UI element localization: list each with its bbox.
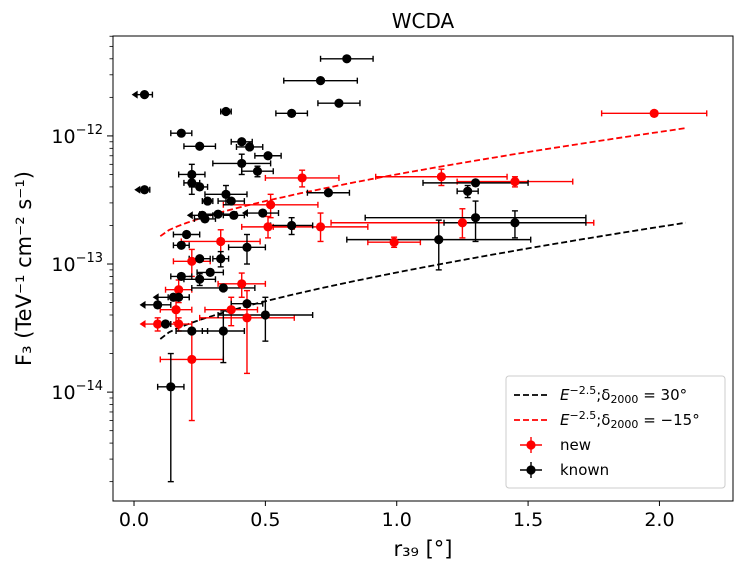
new-point <box>649 108 659 118</box>
known-point <box>245 142 255 152</box>
known-point <box>470 178 481 188</box>
new-point <box>237 279 247 289</box>
known-point <box>237 158 247 169</box>
known-point <box>218 283 228 293</box>
y-tick-label: 10−13 <box>51 251 103 276</box>
new-limit-arrow <box>139 320 146 329</box>
known-point <box>160 319 171 329</box>
known-point <box>342 54 352 64</box>
known-point <box>216 254 226 264</box>
known-limit-arrow <box>134 185 141 194</box>
new-point <box>389 237 399 247</box>
legend-label: E−2.5;δ2000 = −15° <box>560 409 700 431</box>
known-point <box>463 186 473 196</box>
legend: E−2.5;δ2000 = 30° E−2.5;δ2000 = −15° new kn… <box>505 375 726 489</box>
known-point <box>229 210 239 220</box>
known-point <box>176 271 186 282</box>
legend-label: new <box>560 436 591 454</box>
known-limit-arrow <box>131 90 138 99</box>
known-point <box>260 310 270 320</box>
new-point <box>226 305 236 315</box>
known-point <box>187 169 197 180</box>
new-point <box>263 222 273 232</box>
known-point <box>187 178 197 188</box>
known-point <box>263 151 273 161</box>
known-point <box>510 218 520 228</box>
new-point <box>266 200 276 210</box>
new-point <box>216 236 226 247</box>
known-point <box>174 292 184 302</box>
new-point <box>457 218 468 228</box>
known-limit-arrow <box>186 211 193 220</box>
legend-box <box>505 375 726 489</box>
axis-ticks: 0.0 0.5 1.0 1.5 2.0 10−14 10−13 10−12 <box>51 35 675 531</box>
x-tick-label: 1.0 <box>382 509 412 531</box>
known-point <box>334 98 344 108</box>
y-axis-title: F₃ (TeV⁻¹ cm⁻² s⁻¹) <box>12 171 36 366</box>
known-point <box>176 128 186 138</box>
known-point <box>195 141 205 151</box>
x-axis-title: r₃₉ [°] <box>393 537 452 561</box>
known-point <box>287 220 297 231</box>
known-limit-arrow <box>152 293 159 302</box>
known-point <box>434 235 444 245</box>
known-point <box>221 189 231 199</box>
known-point <box>205 267 215 278</box>
known-limit-arrow <box>139 300 146 309</box>
known-point <box>153 300 163 310</box>
known-point <box>200 214 210 224</box>
new-point <box>174 319 184 329</box>
known-point <box>323 188 334 198</box>
known-point <box>202 196 213 206</box>
new-point <box>187 354 197 365</box>
known-point <box>315 76 326 86</box>
new-point <box>297 173 307 183</box>
known-point <box>187 326 197 336</box>
known-point <box>226 196 236 206</box>
new-point <box>153 319 163 329</box>
legend-label: known <box>560 461 609 479</box>
known-point <box>195 182 205 192</box>
known-point <box>181 229 192 240</box>
new-point <box>174 285 184 295</box>
new-point <box>315 222 326 232</box>
known-point <box>195 274 205 284</box>
legend-label: E−2.5;δ2000 = 30° <box>560 384 687 406</box>
known-point <box>139 90 150 100</box>
x-tick-label: 2.0 <box>644 509 674 531</box>
y-tick-label: 10−14 <box>51 379 103 404</box>
plot-frame <box>112 35 734 502</box>
known-point <box>242 242 252 252</box>
known-point <box>287 108 297 118</box>
x-tick-label: 0.0 <box>119 509 149 531</box>
chart-title: WCDA <box>392 9 455 33</box>
new-point <box>187 256 197 266</box>
known-point <box>252 166 263 176</box>
known-point <box>470 213 481 223</box>
known-point <box>242 299 252 309</box>
known-point <box>258 208 268 218</box>
known-point <box>166 382 176 392</box>
known-point <box>213 209 223 219</box>
new-point <box>171 305 181 315</box>
legend-swatch-marker <box>526 440 536 450</box>
legend-swatch-marker <box>526 465 536 475</box>
y-tick-label: 10−12 <box>51 123 103 148</box>
known-point <box>237 137 247 147</box>
known-point <box>139 185 150 195</box>
x-tick-label: 1.5 <box>513 509 543 531</box>
new-point <box>242 313 252 323</box>
new-point <box>510 176 520 187</box>
known-point <box>195 254 205 264</box>
legend-items: E−2.5;δ2000 = 30° E−2.5;δ2000 = −15° new kn… <box>514 384 700 479</box>
new-point <box>436 172 446 182</box>
known-point <box>176 240 186 250</box>
known-point <box>221 106 231 117</box>
known-point <box>218 326 228 336</box>
data-points <box>139 54 659 392</box>
x-tick-label: 0.5 <box>250 509 280 531</box>
